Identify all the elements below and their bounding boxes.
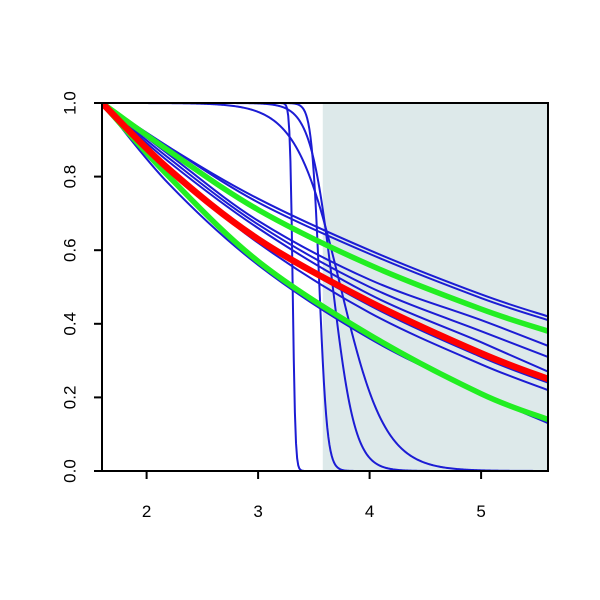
plot-frame [101,102,549,472]
series-line-blue-6 [102,103,548,358]
y-tick-label-5: 0.8 [61,165,80,189]
x-tick-label-1: 2 [142,502,151,521]
y-tick-label-2: 0.2 [61,386,80,410]
series-line-blue-2 [102,103,548,471]
x-tick-label-3: 4 [365,502,374,521]
series-line-blue-7 [102,103,548,347]
series-line-red-15 [102,103,548,383]
series-line-green-13 [102,103,548,334]
x-tick-label-4: 5 [476,502,485,521]
shaded-region-layer [322,103,548,471]
series-layer [102,103,548,471]
series-line-blue-9 [102,103,548,322]
series-line-green-14 [102,103,548,423]
y-tick-label-3: 0.4 [61,312,80,336]
y-tick-label-6: 1.0 [61,91,80,115]
y-tick-label-1: 0.0 [61,459,80,483]
x-tick-label-2: 3 [253,502,262,521]
axis-layer: 2 3 4 5 0.0 0.2 0.4 0.6 0.8 1.0 [61,91,549,521]
shaded-region [322,103,548,471]
series-line-blue-5 [102,103,548,373]
y-tick-label-4: 0.6 [61,238,80,262]
